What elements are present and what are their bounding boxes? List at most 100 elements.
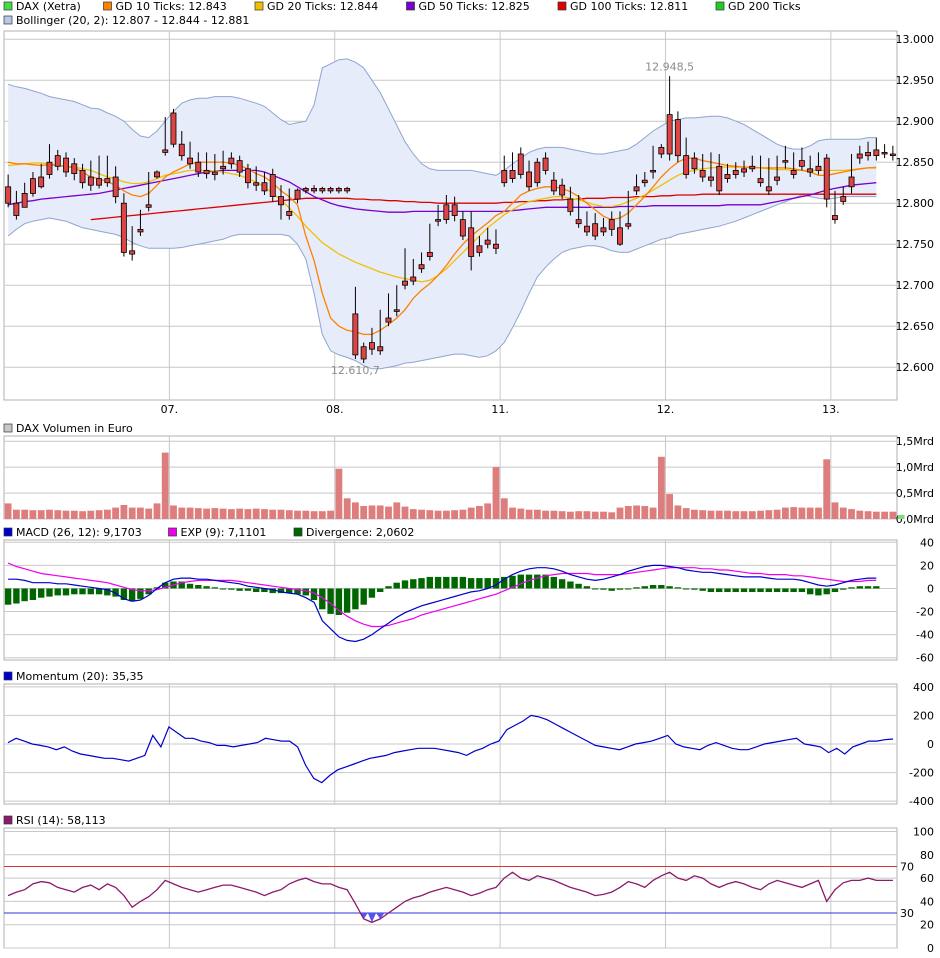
divergence-bar (583, 586, 591, 589)
divergence-bar (203, 586, 210, 589)
divergence-bar (261, 588, 268, 592)
volume-bar (823, 459, 831, 519)
legend-swatch (557, 1, 567, 11)
gd10-line (7, 157, 877, 336)
bollinger-band (8, 58, 877, 369)
candle-body (187, 157, 193, 165)
volume-bar (790, 507, 798, 519)
candle-body (203, 169, 210, 175)
volume-bar (186, 507, 194, 519)
volume-bar (228, 509, 235, 519)
divergence-bar (269, 588, 276, 594)
divergence-bar (707, 588, 715, 592)
divergence-bar (195, 585, 202, 589)
candle-body (592, 223, 599, 237)
candle-body (302, 187, 309, 192)
divergence-bar (319, 588, 326, 610)
y-tick-label: 100 (913, 825, 934, 838)
divergence-bar (360, 588, 367, 605)
gd20-line (8, 162, 877, 283)
volume-bar (500, 498, 508, 520)
divergence-bar (732, 588, 739, 592)
candle-body (517, 153, 524, 175)
divergence-bar (509, 575, 516, 589)
candle-body (451, 204, 458, 216)
divergence-bar (790, 588, 797, 592)
bollinger-upper (7, 58, 877, 176)
y-tick-label: 0 (927, 582, 934, 595)
y-tick-label: 12.600 (896, 361, 935, 374)
candle-body (319, 187, 326, 192)
candle-body (311, 187, 317, 192)
divergence-bar (542, 574, 549, 589)
y-tick-label: 12.900 (896, 115, 935, 128)
divergence-bar (219, 588, 227, 590)
volume-bar (443, 510, 450, 519)
candle-body (426, 251, 433, 257)
y-tick-label: 40 (920, 895, 934, 908)
volume-bar (29, 510, 37, 519)
candle-body (798, 160, 805, 167)
candle-body (220, 165, 227, 170)
volume-bar (211, 508, 219, 519)
volume-bar (112, 507, 119, 519)
volume-bar (798, 507, 806, 519)
x-tick-label: 11. (491, 403, 509, 416)
candle-body (385, 317, 392, 323)
volume-bar (194, 508, 202, 519)
volume-bar (583, 511, 591, 519)
volume-bar (327, 510, 334, 519)
volume-bar (360, 506, 368, 519)
macd-line (8, 564, 877, 643)
candle-body (550, 179, 557, 192)
volume-bar (649, 507, 657, 519)
candle-body (625, 223, 632, 227)
volume-bar (517, 508, 525, 519)
volume-bar (178, 507, 186, 519)
candle-body (38, 176, 45, 188)
candle-body (889, 153, 896, 157)
divergence-bar (484, 578, 491, 589)
candle-body (683, 155, 690, 175)
divergence-bar (807, 588, 814, 595)
divergence-bar (740, 588, 748, 592)
volume-bar (715, 510, 723, 519)
divergence-bar (476, 578, 483, 589)
candle-body (608, 219, 615, 230)
y-tick-label: 40 (920, 536, 934, 549)
divergence-bar (228, 588, 235, 590)
divergence-bar (128, 588, 136, 602)
divergence-bar (517, 574, 524, 589)
candle-body (211, 171, 218, 175)
divergence-bar (749, 588, 756, 592)
candle-body (881, 151, 888, 155)
divergence-bar (608, 588, 615, 591)
divergence-bar (178, 581, 185, 589)
candle-body (335, 187, 342, 192)
candle-body (534, 161, 541, 184)
legend-label: MACD (26, 12): 9,1703 (16, 526, 142, 539)
x-tick-label: 07. (161, 403, 179, 416)
divergence-bar (393, 582, 400, 589)
candle-body (368, 342, 375, 350)
rsi-level-label: 30 (900, 907, 914, 920)
divergence-bar (716, 588, 723, 592)
candle-body (29, 178, 36, 194)
divergence-bar (368, 588, 376, 598)
volume-bar (600, 511, 607, 519)
candle-body (360, 346, 367, 360)
candle-body (584, 225, 590, 233)
momentum-line (7, 714, 894, 784)
volume-bar (95, 510, 103, 519)
volume-bar (699, 510, 707, 519)
volume-bar (525, 509, 533, 519)
volume-bar (484, 503, 492, 519)
candle-body (269, 174, 276, 198)
volume-bar (666, 494, 673, 519)
volume-bar (120, 505, 128, 519)
volume-bar (782, 507, 789, 519)
candle-body (87, 176, 94, 186)
divergence-bar (13, 588, 20, 604)
divergence-bar (782, 588, 789, 592)
candle-body (153, 171, 160, 178)
